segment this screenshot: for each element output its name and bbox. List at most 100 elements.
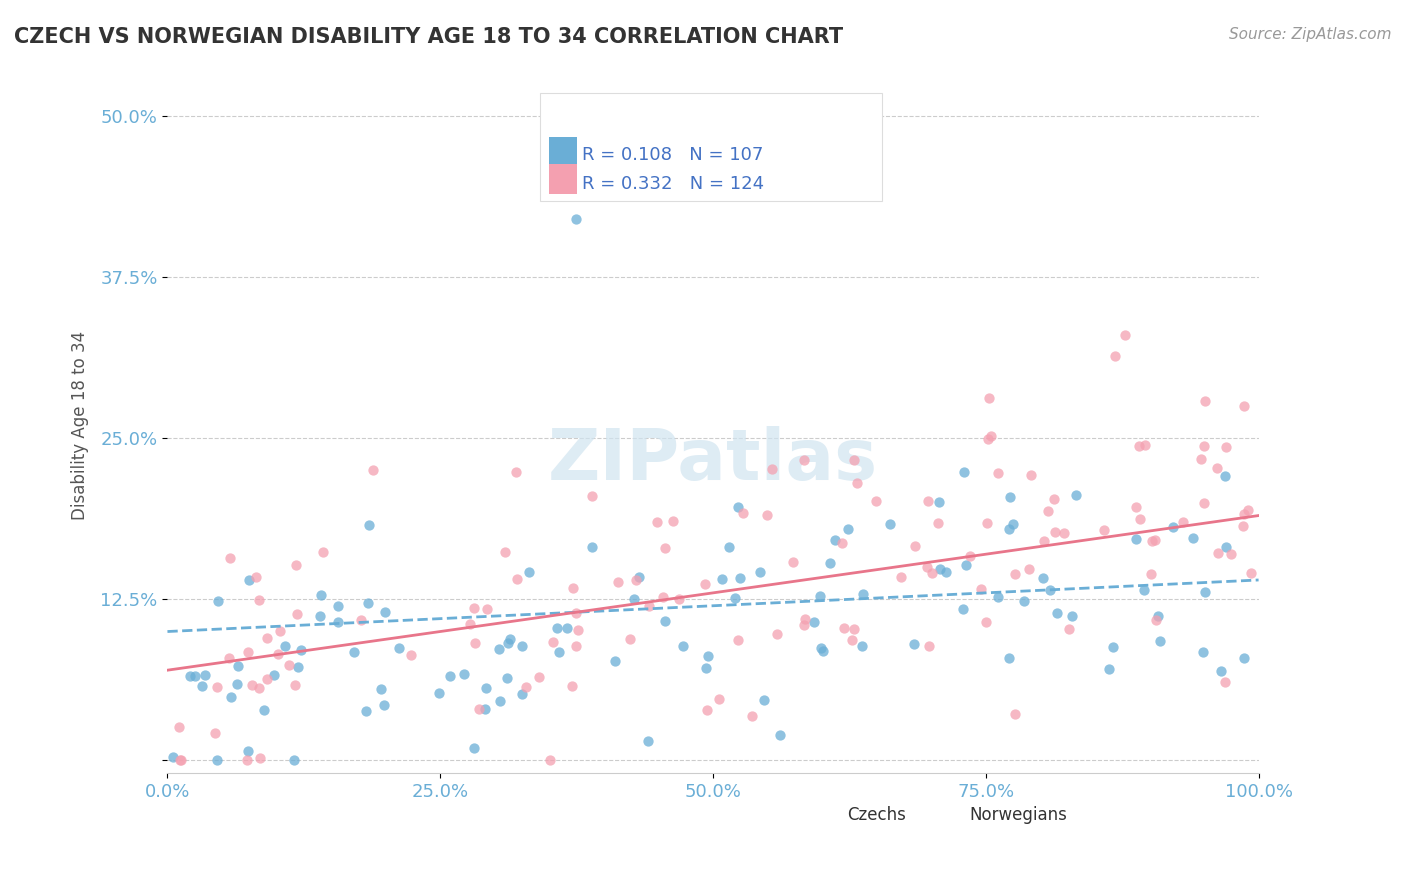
Point	[1004, 566, 1026, 581]
Point	[529, 670, 551, 684]
Point	[267, 648, 290, 662]
FancyBboxPatch shape	[550, 164, 576, 193]
Point	[935, 565, 957, 579]
Point	[190, 679, 212, 693]
Point	[845, 475, 868, 490]
Point	[468, 702, 491, 716]
Point	[793, 453, 815, 467]
Text: Source: ZipAtlas.com: Source: ZipAtlas.com	[1229, 27, 1392, 42]
Point	[695, 661, 717, 675]
Point	[1098, 663, 1121, 677]
FancyBboxPatch shape	[550, 136, 576, 164]
Point	[1012, 593, 1035, 607]
Point	[1142, 534, 1164, 549]
Point	[976, 516, 998, 530]
Point	[290, 642, 312, 657]
Point	[354, 704, 377, 718]
Point	[1208, 546, 1230, 560]
FancyBboxPatch shape	[540, 94, 882, 201]
Point	[977, 432, 1000, 446]
Point	[1045, 524, 1067, 539]
Point	[832, 621, 855, 635]
Point	[1053, 525, 1076, 540]
Point	[976, 615, 998, 630]
Point	[370, 681, 392, 696]
Point	[204, 726, 226, 740]
Point	[619, 632, 641, 646]
Point	[499, 632, 522, 646]
Point	[228, 659, 250, 673]
Point	[627, 570, 650, 584]
Point	[820, 556, 842, 570]
Point	[245, 570, 267, 584]
Point	[505, 465, 527, 479]
Point	[879, 517, 901, 532]
Point	[929, 562, 952, 576]
Point	[921, 566, 943, 580]
Point	[567, 623, 589, 637]
Point	[388, 640, 411, 655]
Point	[1219, 547, 1241, 561]
Point	[917, 494, 939, 508]
Text: Czechs: Czechs	[848, 806, 905, 824]
Point	[283, 753, 305, 767]
Point	[727, 632, 749, 647]
Point	[998, 490, 1021, 504]
Point	[225, 677, 247, 691]
Point	[890, 569, 912, 583]
Point	[1125, 500, 1147, 515]
Point	[284, 558, 307, 573]
Point	[249, 751, 271, 765]
Point	[727, 500, 749, 514]
Point	[1144, 533, 1167, 547]
Point	[269, 624, 291, 638]
Point	[541, 635, 564, 649]
Point	[1125, 532, 1147, 546]
Point	[645, 516, 668, 530]
Point	[808, 589, 831, 603]
Point	[672, 639, 695, 653]
Point	[752, 693, 775, 707]
Point	[1032, 572, 1054, 586]
Point	[810, 640, 832, 655]
Point	[654, 541, 676, 555]
Point	[1043, 492, 1066, 507]
Point	[842, 453, 865, 467]
Point	[852, 587, 875, 601]
Point	[1232, 518, 1254, 533]
Point	[662, 514, 685, 528]
Point	[987, 591, 1010, 605]
Point	[562, 581, 585, 595]
Point	[194, 668, 217, 682]
Point	[477, 602, 499, 616]
Point	[1064, 488, 1087, 502]
Point	[169, 720, 191, 734]
Point	[724, 591, 747, 605]
Point	[240, 678, 263, 692]
Point	[256, 672, 278, 686]
Point	[1194, 394, 1216, 409]
Point	[955, 558, 977, 572]
Point	[1233, 651, 1256, 665]
Point	[547, 645, 569, 659]
Point	[1192, 496, 1215, 510]
Point	[312, 544, 335, 558]
Point	[546, 621, 568, 635]
Point	[605, 654, 627, 668]
Point	[236, 753, 259, 767]
Point	[1038, 583, 1060, 598]
Text: CZECH VS NORWEGIAN DISABILITY AGE 18 TO 34 CORRELATION CHART: CZECH VS NORWEGIAN DISABILITY AGE 18 TO …	[14, 27, 844, 46]
Point	[253, 703, 276, 717]
Point	[1101, 640, 1123, 655]
Point	[162, 749, 184, 764]
Point	[581, 540, 603, 554]
Point	[1133, 438, 1156, 452]
Point	[247, 681, 270, 695]
Point	[555, 621, 578, 635]
Point	[927, 516, 949, 531]
Point	[205, 681, 228, 695]
Point	[1128, 439, 1150, 453]
Text: R = 0.108   N = 107: R = 0.108 N = 107	[571, 116, 752, 134]
Point	[765, 627, 787, 641]
Point	[831, 536, 853, 550]
